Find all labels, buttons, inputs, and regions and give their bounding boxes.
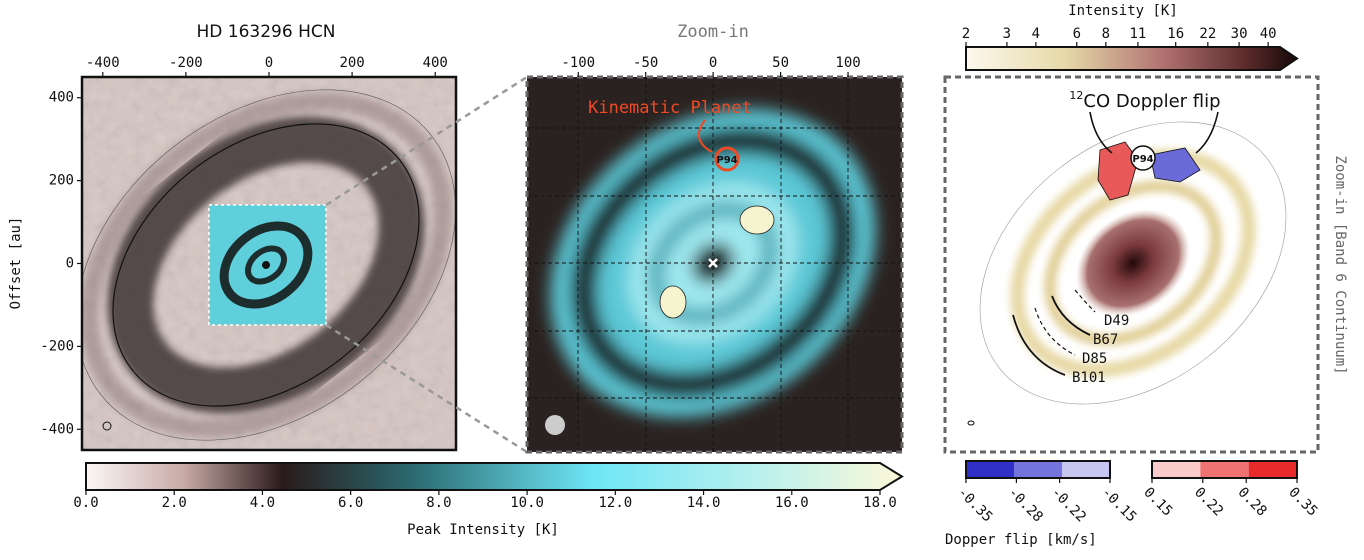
colorbar-tick-label: 2 xyxy=(962,26,970,42)
x-tick-label: -50 xyxy=(633,55,658,71)
feature-label: B101 xyxy=(1072,370,1106,386)
y-tick-label: -400 xyxy=(40,421,74,437)
colorbar-tick-label: 6 xyxy=(1073,26,1081,42)
y-tick-label: -200 xyxy=(40,338,74,354)
colorbar-tick-label: 10.0 xyxy=(510,495,544,511)
colorbar-tick-label: 4.0 xyxy=(250,495,275,511)
zoom-connector xyxy=(325,75,528,207)
colorbar-tick-label: -0.28 xyxy=(1005,484,1046,525)
panel-title: HD 163296 HCN xyxy=(197,22,336,42)
colorbar-tick-label: 16 xyxy=(1167,26,1184,42)
colorbar-tick-label: 11 xyxy=(1129,26,1146,42)
x-tick-label: 100 xyxy=(835,55,860,71)
colorbar xyxy=(965,46,1299,71)
colorbar-tick-label: 12.0 xyxy=(598,495,632,511)
colorbar-tick-label: 2.0 xyxy=(162,495,187,511)
colorbar-segment xyxy=(1062,461,1110,478)
colorbar-tick-label: -0.15 xyxy=(1098,484,1139,525)
side-label: Zoom-in [Band 6 Continuum] xyxy=(1332,155,1348,374)
axes-frame xyxy=(525,75,904,454)
y-tick-label: 0 xyxy=(66,256,74,272)
y-tick-label: 200 xyxy=(49,173,74,189)
x-tick-label: 0 xyxy=(709,55,717,71)
annotation: Kinematic Planet xyxy=(588,98,752,118)
x-tick-label: 0 xyxy=(265,55,273,71)
colorbar-tick-label: 0.22 xyxy=(1191,484,1226,519)
y-tick-label: 400 xyxy=(49,90,74,106)
continuum-map: P94 12CO Doppler flip D49 B67 D85 B101 xyxy=(945,77,1318,452)
colorbar-tick-label: 6.0 xyxy=(338,495,363,511)
colorbar-segment xyxy=(1200,461,1249,478)
colorbar-tick-label: -0.35 xyxy=(954,484,995,525)
x-tick-label: -100 xyxy=(561,55,595,71)
feature-label: D85 xyxy=(1082,351,1107,367)
x-tick-label: 200 xyxy=(339,55,364,71)
zoom-connector xyxy=(325,323,528,454)
colorbar-frame xyxy=(1151,460,1298,479)
colorbar xyxy=(85,462,904,491)
colorbar-tick-label: 8.0 xyxy=(426,495,451,511)
colorbar-tick-label: -0.22 xyxy=(1048,484,1089,525)
y-axis-label: Offset [au] xyxy=(8,217,24,310)
feature-label: B67 xyxy=(1093,332,1118,348)
colorbar-tick-label: 8 xyxy=(1102,26,1110,42)
colorbar-tick-label: 18.0 xyxy=(863,495,897,511)
colorbar-tick-label: 14.0 xyxy=(687,495,721,511)
panel-title: Zoom-in xyxy=(677,22,749,42)
annotation: 12CO Doppler flip xyxy=(1069,89,1220,112)
colorbar-segment xyxy=(1152,461,1201,478)
colorbar-tick-label: 40 xyxy=(1260,26,1277,42)
colorbar-tick-label: 22 xyxy=(1199,26,1216,42)
colorbar-tick-label: 0.0 xyxy=(73,495,98,511)
colorbar-segment xyxy=(1248,461,1297,478)
x-tick-label: -400 xyxy=(86,55,120,71)
colorbar-label: Dopper flip [km/s] xyxy=(945,532,1097,548)
colorbar-tick-label: 0.35 xyxy=(1285,484,1320,519)
x-tick-label: -200 xyxy=(169,55,203,71)
x-tick-label: 50 xyxy=(772,55,789,71)
planet-marker: P94 xyxy=(1132,154,1153,165)
hcn-map xyxy=(82,77,456,450)
colorbar-tick-label: 16.0 xyxy=(775,495,809,511)
colorbar-segment xyxy=(966,461,1014,478)
zoom-map: P94 Kinematic Planet xyxy=(527,77,902,452)
axes-frame xyxy=(943,75,1320,454)
colorbar-tick-label: 3 xyxy=(1003,26,1011,42)
colorbar-tick-label: 0.28 xyxy=(1235,484,1270,519)
x-tick-label: 400 xyxy=(423,55,448,71)
feature-label: D49 xyxy=(1104,313,1129,329)
colorbar-label: Intensity [K] xyxy=(1068,3,1178,19)
colorbar-tick-label: 0.15 xyxy=(1140,484,1175,519)
colorbar-tick-label: 4 xyxy=(1032,26,1040,42)
colorbar-segment xyxy=(1014,461,1062,478)
colorbar-tick-label: 30 xyxy=(1231,26,1248,42)
planet-marker: P94 xyxy=(716,155,737,166)
colorbar-frame xyxy=(965,460,1111,479)
colorbar-label: Peak Intensity [K] xyxy=(407,522,559,538)
